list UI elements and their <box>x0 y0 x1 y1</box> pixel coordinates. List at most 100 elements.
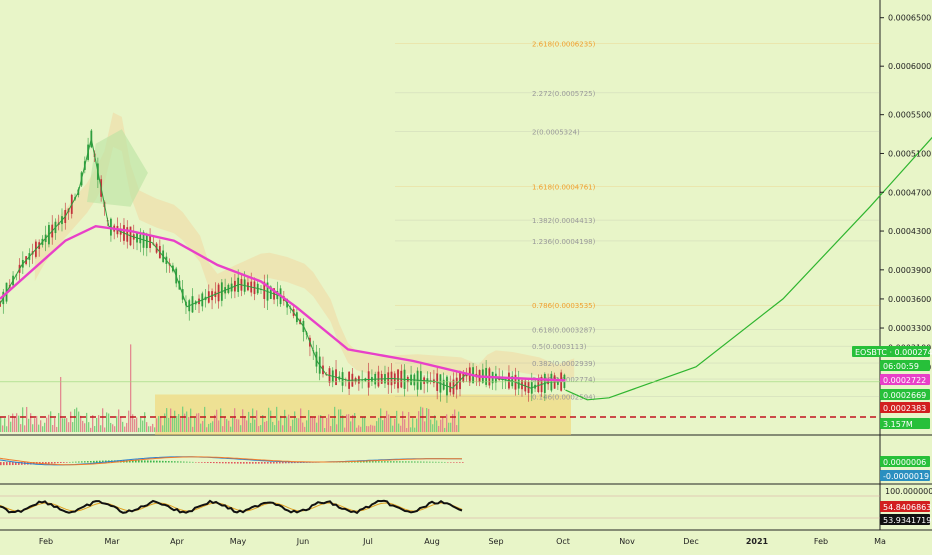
volume-bar <box>120 417 121 432</box>
macd-histogram-bar <box>204 462 206 463</box>
volume-bar <box>454 409 455 432</box>
volume-bar <box>206 427 207 432</box>
volume-bar <box>136 417 137 432</box>
macd-histogram-bar <box>54 462 56 463</box>
macd-histogram-bar <box>90 461 92 463</box>
macd-histogram-bar <box>375 461 377 462</box>
volume-bar <box>406 428 407 432</box>
volume-bar <box>186 411 187 432</box>
volume-bar <box>104 427 105 432</box>
macd-histogram-bar <box>93 461 95 463</box>
macd-histogram-bar <box>147 460 149 462</box>
macd-histogram-bar <box>408 461 410 462</box>
volume-bar <box>344 428 345 432</box>
macd-histogram-bar <box>441 462 443 463</box>
macd-histogram-bar <box>279 462 281 463</box>
y-tick-label-2: 0.0005500 <box>888 111 931 120</box>
volume-bar <box>182 407 183 432</box>
macd-histogram-bar <box>447 462 449 463</box>
volume-bar <box>370 425 371 432</box>
volume-bar <box>310 416 311 432</box>
x-tick-label-4: Jun <box>296 537 310 546</box>
macd-histogram-bar <box>381 461 383 462</box>
y-tick-label-8: 0.0003300 <box>888 324 931 333</box>
y-tick-label-3: 0.0005100 <box>888 149 931 158</box>
volume-bar <box>368 426 369 432</box>
volume-bar <box>230 427 231 432</box>
macd-histogram-bar <box>84 461 86 462</box>
volume-bar <box>260 425 261 432</box>
volume-bar <box>140 418 141 432</box>
macd-histogram-bar <box>69 462 71 463</box>
x-tick-label-12: Feb <box>814 537 828 546</box>
volume-bar <box>80 416 81 432</box>
volume-bar <box>338 409 339 432</box>
volume-tag: 3.157M <box>880 418 930 429</box>
volume-bar <box>374 426 375 432</box>
volume-bar <box>274 425 275 432</box>
fib-label-2: 2(0.0005324) <box>532 129 580 137</box>
macd-histogram-bar <box>462 462 464 463</box>
volume-bar <box>416 419 417 432</box>
volume-bar <box>98 415 99 432</box>
volume-bar <box>436 420 437 432</box>
volume-bar <box>202 421 203 432</box>
volume-bar <box>292 420 293 432</box>
macd-histogram-bar <box>258 462 260 464</box>
price-tag-1-text: 06:00:59 <box>883 362 919 371</box>
volume-bar <box>250 423 251 432</box>
volume-bar <box>300 408 301 432</box>
volume-bar <box>458 412 459 432</box>
macd-histogram-bar <box>240 462 242 464</box>
volume-bar <box>270 411 271 432</box>
volume-bar <box>64 418 65 432</box>
volume-bar <box>76 408 77 432</box>
volume-bar <box>444 428 445 432</box>
volume-bar <box>146 422 147 432</box>
volume-bar <box>82 421 83 432</box>
macd-histogram-bar <box>168 461 170 462</box>
volume-bar <box>210 423 211 432</box>
volume-bar <box>394 419 395 432</box>
macd-histogram-bar <box>207 462 209 463</box>
volume-bar <box>22 407 23 432</box>
fib-label-8: 0.5(0.0003113) <box>532 343 587 351</box>
volume-bar <box>448 423 449 432</box>
macd-histogram-bar <box>9 462 11 465</box>
macd-histogram-bar <box>12 462 14 465</box>
macd-histogram-bar <box>141 460 143 462</box>
volume-bar <box>70 412 71 432</box>
volume-bar <box>328 414 329 432</box>
volume-bar <box>254 420 255 432</box>
macd-histogram-bar <box>267 462 269 464</box>
volume-bar <box>234 408 235 432</box>
volume-bar <box>280 416 281 432</box>
volume-bar <box>20 424 21 432</box>
macd-histogram-bar <box>276 462 278 463</box>
fib-label-9: 0.382(0.0002939) <box>532 360 596 368</box>
volume-bar <box>434 415 435 432</box>
volume-bar <box>334 407 335 432</box>
volume-bar <box>400 426 401 432</box>
macd-histogram-bar <box>189 462 191 463</box>
volume-bar <box>54 418 55 432</box>
macd-histogram-bar <box>156 461 158 463</box>
volume-bar <box>224 417 225 432</box>
volume-bar <box>56 427 57 432</box>
x-tick-label-6: Aug <box>424 537 440 546</box>
volume-bar <box>142 421 143 432</box>
fib-label-3: 1.618(0.0004761) <box>532 183 596 191</box>
volume-bar <box>94 426 95 432</box>
volume-bar <box>162 425 163 432</box>
volume-bar <box>290 426 291 432</box>
macd-histogram-bar <box>6 462 8 465</box>
macd-histogram-bar <box>429 462 431 463</box>
volume-bar <box>176 416 177 432</box>
volume-bar <box>284 410 285 432</box>
volume-bar <box>324 428 325 432</box>
fib-label-5: 1.236(0.0004198) <box>532 238 596 246</box>
volume-bar <box>386 411 387 432</box>
volume-bar <box>456 425 457 432</box>
